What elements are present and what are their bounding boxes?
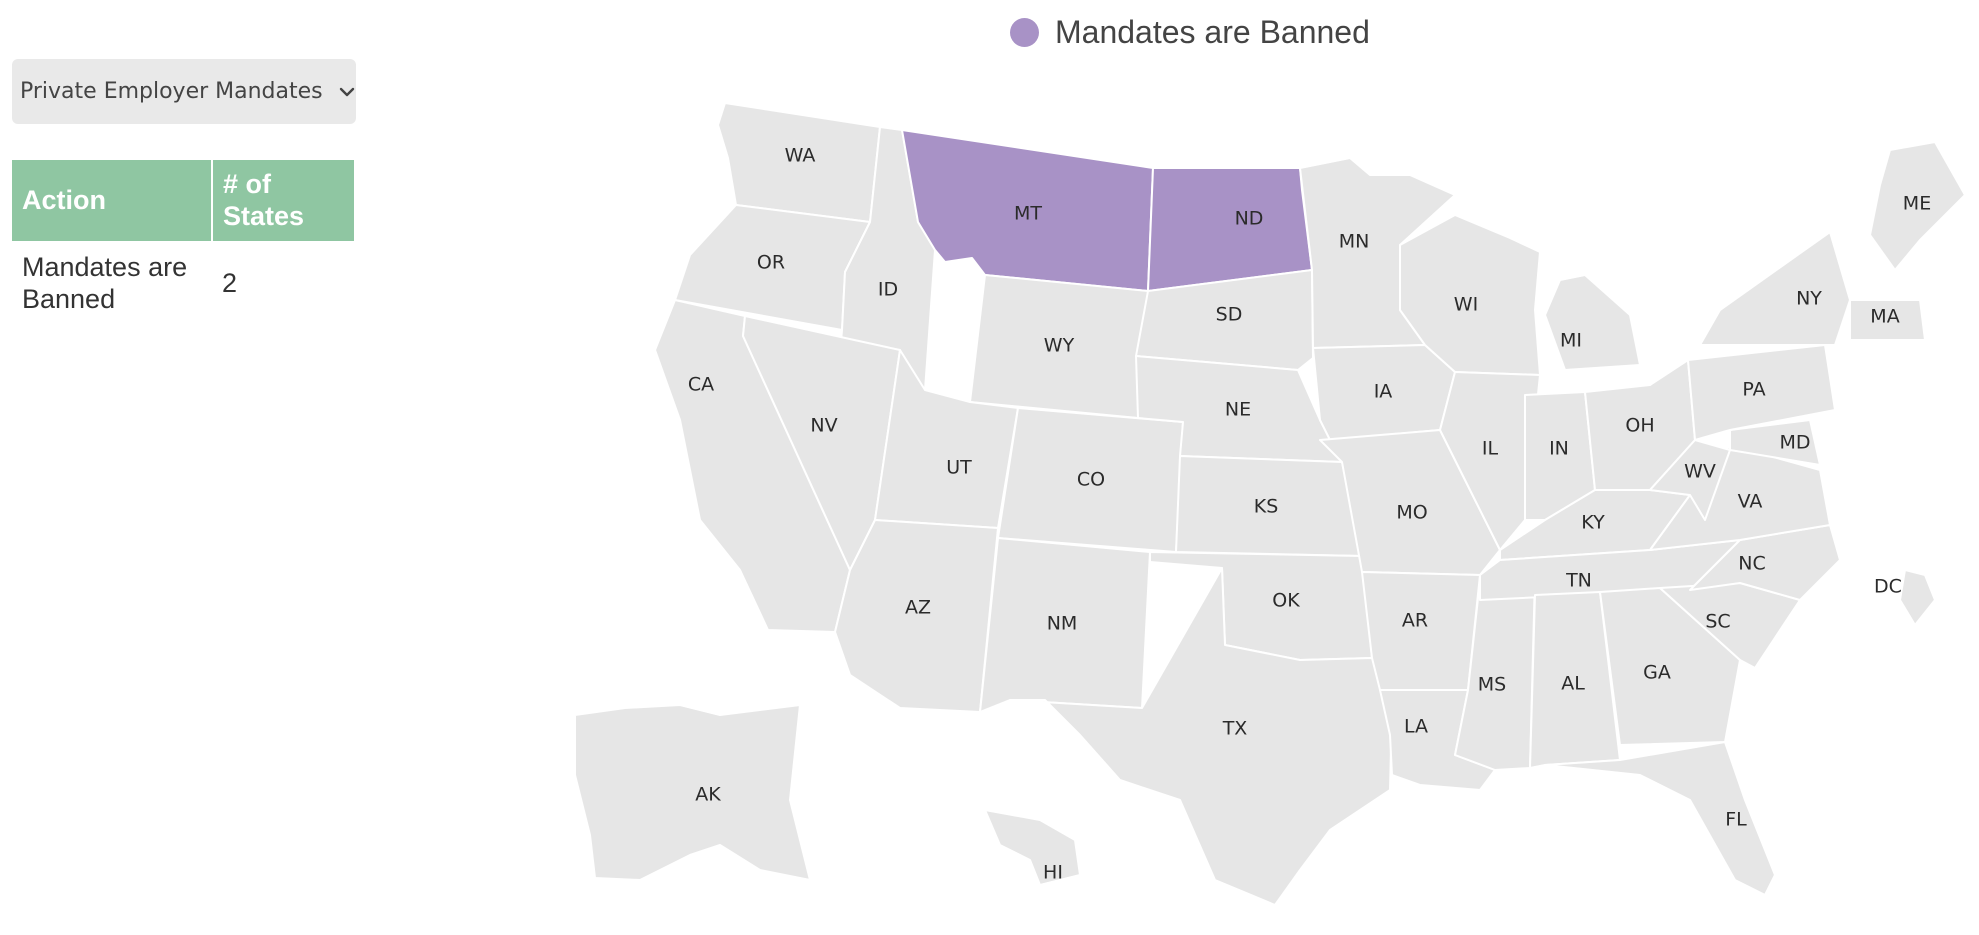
policy-filter-dropdown[interactable]: Private Employer Mandates [12, 59, 356, 124]
state-label-wy: WY [1044, 335, 1075, 357]
state-label-pa: PA [1742, 379, 1765, 401]
state-label-ok: OK [1272, 590, 1300, 612]
state-mi[interactable] [1544, 274, 1641, 371]
state-label-va: VA [1738, 491, 1763, 513]
state-label-il: IL [1482, 438, 1499, 460]
state-label-sc: SC [1705, 611, 1730, 633]
state-label-ak: AK [695, 784, 721, 806]
legend-swatch [1010, 18, 1039, 47]
state-ma[interactable] [1849, 299, 1926, 341]
state-label-ga: GA [1643, 662, 1671, 684]
chevron-down-icon [339, 87, 354, 96]
state-label-oh: OH [1625, 415, 1654, 437]
state-ny[interactable] [1699, 231, 1851, 346]
state-label-co: CO [1077, 469, 1105, 491]
state-sd[interactable] [1135, 269, 1314, 371]
state-hi[interactable] [984, 809, 1081, 886]
state-md[interactable] [1729, 419, 1821, 466]
state-label-id: ID [878, 279, 898, 301]
state-pa[interactable] [1687, 344, 1836, 441]
state-label-me: ME [1903, 193, 1931, 215]
state-label-az: AZ [905, 597, 931, 619]
state-label-hi: HI [1043, 862, 1063, 884]
state-dc[interactable] [1899, 569, 1936, 626]
state-label-ky: KY [1581, 512, 1605, 534]
state-label-ne: NE [1225, 399, 1251, 421]
state-label-wa: WA [785, 145, 816, 167]
column-header-action: Action [12, 160, 213, 241]
state-label-ms: MS [1478, 674, 1506, 696]
state-wi[interactable] [1399, 214, 1541, 376]
table-cell-count: 2 [222, 267, 238, 298]
state-label-ia: IA [1374, 381, 1393, 403]
state-label-nc: NC [1738, 553, 1765, 575]
state-tx[interactable] [1009, 567, 1393, 906]
state-label-nm: NM [1047, 613, 1078, 635]
state-label-mo: MO [1396, 502, 1427, 524]
state-label-ar: AR [1402, 610, 1428, 632]
state-label-dc: DC [1874, 576, 1902, 598]
state-label-in: IN [1549, 438, 1569, 460]
state-label-tn: TN [1565, 570, 1592, 592]
state-label-or: OR [757, 252, 785, 274]
legend-label: Mandates are Banned [1055, 14, 1370, 50]
state-ak[interactable] [574, 704, 811, 881]
summary-table: Action # of States Mandates are Banned 2 [12, 160, 354, 326]
state-label-sd: SD [1216, 304, 1243, 326]
state-label-mn: MN [1339, 231, 1370, 253]
table-header-row: Action # of States [12, 160, 354, 241]
state-me[interactable] [1869, 141, 1966, 271]
column-header-count: # of States [212, 160, 354, 241]
state-label-ks: KS [1254, 496, 1279, 518]
state-label-mi: MI [1560, 330, 1582, 352]
state-fl[interactable] [1544, 741, 1776, 896]
state-label-ca: CA [688, 374, 714, 396]
state-label-wi: WI [1454, 294, 1478, 316]
state-label-mt: MT [1014, 203, 1042, 225]
state-label-ma: MA [1870, 306, 1899, 328]
map-legend[interactable]: Mandates are Banned [1010, 14, 1370, 51]
table-cell-action: Mandates are Banned [22, 251, 188, 315]
state-label-nv: NV [810, 415, 837, 437]
state-label-la: LA [1404, 716, 1428, 738]
state-label-md: MD [1779, 432, 1810, 454]
state-ga[interactable] [1599, 587, 1741, 746]
state-wv[interactable] [1649, 439, 1731, 521]
state-label-fl: FL [1725, 809, 1747, 831]
state-label-nd: ND [1235, 208, 1264, 230]
state-label-tx: TX [1222, 718, 1248, 740]
policy-filter-selected: Private Employer Mandates [20, 79, 323, 104]
state-label-wv: WV [1684, 461, 1716, 483]
table-row: Mandates are Banned 2 [12, 241, 354, 326]
state-label-ny: NY [1796, 288, 1822, 310]
state-label-al: AL [1561, 673, 1585, 695]
state-label-ut: UT [946, 457, 972, 479]
